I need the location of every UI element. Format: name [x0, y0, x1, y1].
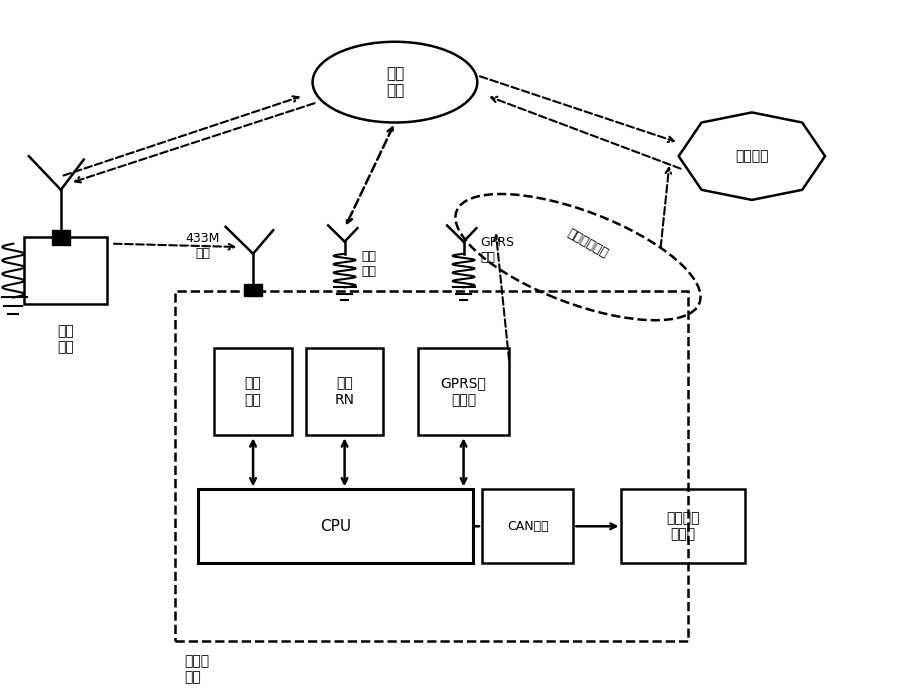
- Text: 移动通信网络: 移动通信网络: [565, 227, 610, 261]
- Bar: [198, 489, 473, 563]
- Text: 北斗
RN: 北斗 RN: [334, 377, 354, 407]
- Text: GPRS
天线: GPRS 天线: [480, 237, 514, 264]
- Bar: [418, 348, 509, 435]
- Text: CPU: CPU: [319, 519, 351, 534]
- Text: CAN接口: CAN接口: [507, 520, 548, 533]
- Bar: [244, 284, 263, 296]
- Text: 北斗
卫星: 北斗 卫星: [386, 66, 404, 99]
- Bar: [175, 290, 688, 641]
- Text: 监控中心: 监控中心: [735, 149, 768, 163]
- Text: 移动定
位端: 移动定 位端: [185, 654, 209, 684]
- Bar: [482, 489, 574, 563]
- Bar: [51, 230, 70, 245]
- Text: 433M
天线: 433M 天线: [185, 233, 220, 261]
- Text: 卫星
天线: 卫星 天线: [361, 250, 376, 278]
- Text: 差分
基站: 差分 基站: [57, 324, 73, 355]
- Text: 无线
电台: 无线 电台: [245, 377, 262, 407]
- Text: 压路机控
制系统: 压路机控 制系统: [666, 511, 700, 542]
- Bar: [306, 348, 384, 435]
- Bar: [621, 489, 745, 563]
- Bar: [24, 237, 106, 304]
- Text: GPRS通
信模组: GPRS通 信模组: [441, 377, 487, 407]
- Bar: [214, 348, 292, 435]
